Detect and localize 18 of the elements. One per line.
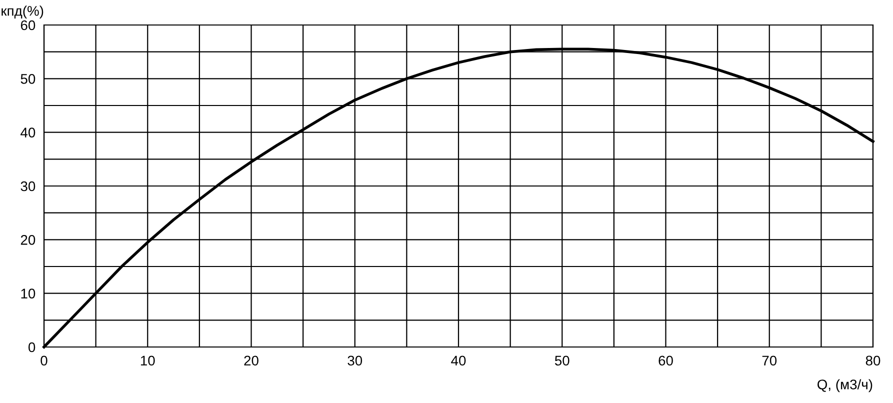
- y-tick-label: 10: [21, 288, 36, 299]
- y-tick-label: 50: [20, 74, 36, 84]
- x-tick-label: 80: [866, 356, 880, 366]
- x-axis-title: Q, (м3/ч): [818, 379, 872, 392]
- x-tick-label: 20: [244, 356, 258, 366]
- y-tick-label: 30: [20, 181, 36, 192]
- y-tick-label: 60: [20, 20, 36, 30]
- x-tick-label: 0: [40, 356, 48, 366]
- y-tick-label: 40: [20, 128, 36, 138]
- y-axis-title: кпд(%): [2, 6, 44, 19]
- y-tick-label: 0: [28, 342, 36, 352]
- x-tick-label: 30: [348, 356, 362, 366]
- x-tick-label: 50: [554, 356, 570, 366]
- y-tick-label: 20: [20, 235, 36, 245]
- x-tick-label: 60: [658, 356, 673, 366]
- x-tick-label: 40: [451, 356, 466, 366]
- x-tick-label: 10: [140, 356, 155, 366]
- x-tick-label: 70: [762, 356, 777, 366]
